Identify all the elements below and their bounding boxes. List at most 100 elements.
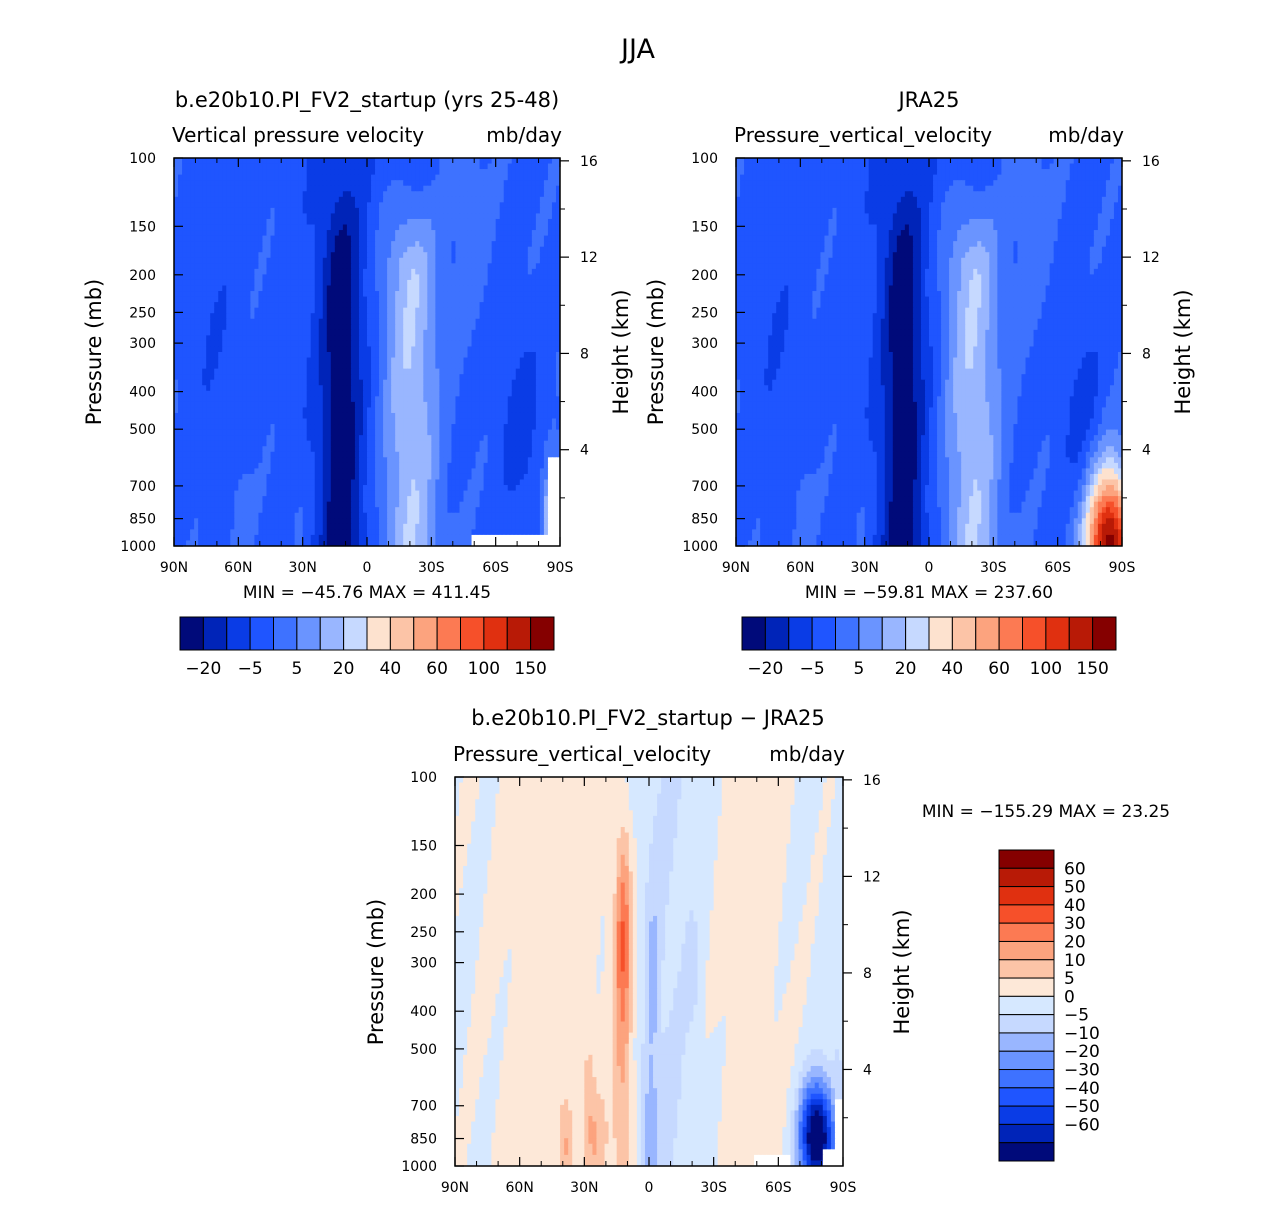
field-cell bbox=[282, 346, 288, 353]
field-cell bbox=[539, 174, 545, 181]
field-cell bbox=[210, 435, 215, 442]
field-cell bbox=[358, 329, 364, 336]
field-cell bbox=[250, 291, 256, 298]
field-cell bbox=[495, 435, 501, 442]
field-cell bbox=[491, 174, 497, 181]
field-cell bbox=[499, 390, 505, 397]
field-cell bbox=[395, 257, 400, 264]
field-cell bbox=[362, 340, 368, 348]
field-cell bbox=[322, 374, 328, 381]
field-cell bbox=[254, 429, 260, 436]
field-cell bbox=[439, 418, 444, 425]
field-cell bbox=[230, 274, 235, 281]
field-cell bbox=[238, 352, 243, 359]
field-cell bbox=[503, 396, 509, 403]
field-cell bbox=[198, 401, 203, 409]
field-cell bbox=[306, 396, 312, 403]
field-cell bbox=[471, 224, 477, 231]
field-cell bbox=[198, 324, 203, 331]
field-cell bbox=[507, 268, 513, 275]
field-cell bbox=[451, 335, 457, 342]
field-cell bbox=[483, 252, 489, 259]
field-cell bbox=[371, 407, 376, 414]
field-cell bbox=[274, 435, 280, 442]
field-cell bbox=[467, 385, 473, 392]
field-cell bbox=[222, 324, 227, 331]
field-cell bbox=[395, 207, 400, 215]
field-cell bbox=[531, 224, 537, 231]
field-cell bbox=[387, 357, 392, 364]
field-cell bbox=[278, 169, 284, 176]
field-cell bbox=[198, 435, 203, 442]
field-cell bbox=[391, 352, 396, 359]
field-cell bbox=[354, 313, 360, 320]
field-cell bbox=[354, 340, 360, 348]
field-cell bbox=[375, 318, 380, 325]
field-cell bbox=[487, 357, 493, 364]
field-cell bbox=[334, 313, 340, 320]
field-cell bbox=[278, 246, 284, 253]
field-cell bbox=[342, 313, 348, 320]
field-cell bbox=[411, 412, 416, 420]
field-cell bbox=[539, 318, 545, 325]
field-cell bbox=[266, 257, 272, 264]
field-cell bbox=[475, 207, 481, 215]
field-cell bbox=[262, 174, 268, 181]
field-cell bbox=[338, 213, 344, 220]
field-cell bbox=[246, 291, 251, 298]
field-cell bbox=[298, 169, 304, 176]
field-cell bbox=[547, 257, 553, 264]
field-cell bbox=[431, 340, 436, 348]
field-cell bbox=[198, 274, 203, 281]
field-cell bbox=[403, 324, 408, 331]
field-cell bbox=[206, 429, 211, 436]
field-cell bbox=[495, 429, 501, 436]
field-cell bbox=[451, 252, 457, 259]
field-cell bbox=[202, 435, 207, 442]
field-cell bbox=[270, 379, 276, 386]
field-cell bbox=[266, 163, 272, 170]
field-cell bbox=[495, 241, 501, 248]
field-cell bbox=[431, 185, 436, 192]
field-cell bbox=[174, 218, 179, 226]
field-cell bbox=[266, 246, 272, 253]
field-cell bbox=[455, 363, 461, 370]
field-cell bbox=[306, 180, 312, 187]
field-cell bbox=[358, 241, 364, 248]
field-cell bbox=[467, 412, 473, 420]
field-cell bbox=[443, 396, 449, 403]
field-cell bbox=[431, 424, 436, 431]
field-cell bbox=[535, 279, 541, 287]
field-cell bbox=[362, 235, 368, 242]
field-cell bbox=[475, 296, 481, 303]
field-cell bbox=[270, 302, 276, 309]
field-cell bbox=[407, 263, 412, 270]
field-cell bbox=[290, 268, 296, 275]
field-cell bbox=[459, 218, 465, 226]
field-cell bbox=[274, 335, 280, 342]
field-cell bbox=[294, 191, 300, 198]
field-cell bbox=[435, 224, 440, 231]
field-cell bbox=[443, 385, 449, 392]
field-cell bbox=[214, 169, 219, 176]
field-cell bbox=[226, 313, 231, 320]
field-cell bbox=[210, 224, 215, 231]
field-cell bbox=[298, 241, 304, 248]
field-cell bbox=[226, 185, 231, 192]
field-cell bbox=[294, 302, 300, 309]
field-cell bbox=[358, 401, 364, 409]
field-cell bbox=[246, 274, 251, 281]
field-cell bbox=[358, 279, 364, 287]
field-cell bbox=[499, 302, 505, 309]
field-cell bbox=[278, 363, 284, 370]
field-cell bbox=[539, 357, 545, 364]
field-cell bbox=[282, 180, 288, 187]
field-cell bbox=[318, 329, 324, 336]
field-cell bbox=[174, 224, 179, 231]
field-cell bbox=[399, 440, 404, 447]
field-cell bbox=[298, 285, 304, 292]
field-cell bbox=[234, 241, 239, 248]
field-cell bbox=[427, 246, 432, 253]
field-cell bbox=[338, 285, 344, 292]
field-cell bbox=[435, 191, 440, 198]
